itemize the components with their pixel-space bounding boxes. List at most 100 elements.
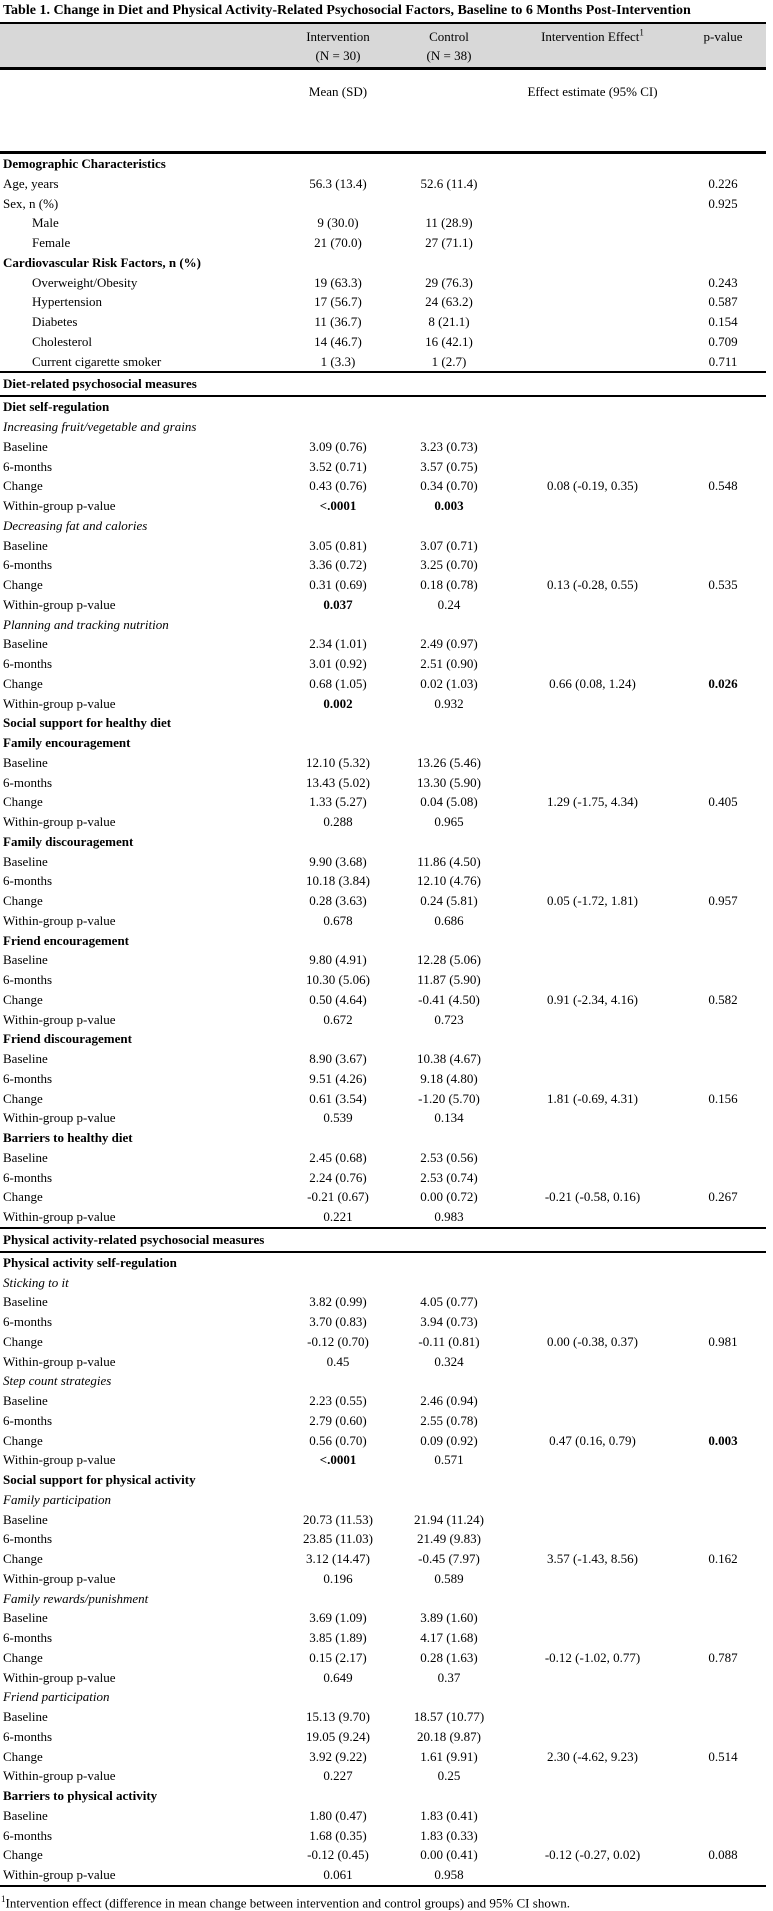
row-label: Social support for physical activity (3, 1472, 196, 1487)
control-value (393, 1273, 505, 1293)
pvalue-value (680, 595, 766, 615)
table-row: 6-months 2.79 (0.60) 2.55 (0.78) (0, 1411, 766, 1431)
effect-estimate-value (505, 1510, 680, 1530)
effect-estimate-value (505, 1529, 680, 1549)
pvalue-value (680, 1450, 766, 1470)
intervention-value: 3.12 (14.47) (306, 1551, 370, 1566)
table-row: Within-group p-value 0.221 0.983 (0, 1207, 766, 1228)
table-row: Baseline 3.82 (0.99) 4.05 (0.77) (0, 1292, 766, 1312)
row-label: Planning and tracking nutrition (3, 616, 169, 632)
intervention-value: 1.68 (0.35) (309, 1827, 367, 1843)
row-label: 6-months (3, 1314, 53, 1329)
table-row: Baseline 2.23 (0.55) 2.46 (0.94) (0, 1391, 766, 1411)
table-row: Diet self-regulation (0, 396, 766, 417)
control-value: 0.28 (1.63) (420, 1649, 478, 1665)
control-value (393, 153, 505, 174)
pvalue-value: 0.535 (708, 577, 738, 592)
table-row: Physical activity self-regulation (0, 1252, 766, 1273)
row-label: Family encouragement (3, 735, 131, 750)
table-row: Within-group p-value 0.002 0.932 (0, 694, 766, 714)
effect-estimate-value (505, 417, 680, 437)
effect-estimate-value (505, 654, 680, 674)
effect-estimate-value (505, 371, 680, 398)
pvalue-value (680, 1391, 766, 1411)
intervention-value (283, 713, 393, 733)
control-value: 11 (28.9) (425, 215, 473, 231)
row-label: Within-group p-value (3, 912, 116, 928)
effect-estimate-value (505, 1128, 680, 1148)
pvalue-value: 0.405 (708, 794, 738, 810)
intervention-value: 10.18 (3.84) (306, 873, 370, 889)
pvalue-value: 0.154 (708, 314, 738, 329)
row-label: Change (3, 675, 43, 691)
control-value: 0.00 (0.72) (420, 1189, 478, 1205)
table-row: Baseline 20.73 (11.53) 21.94 (11.24) (0, 1510, 766, 1530)
control-value: 21.94 (11.24) (414, 1511, 484, 1527)
table-row: Within-group p-value 0.45 0.324 (0, 1352, 766, 1372)
table-row: Male 9 (30.0) 11 (28.9) (0, 213, 766, 233)
table-row: Within-group p-value 0.678 0.686 (0, 911, 766, 931)
row-label: 6-months (3, 873, 53, 889)
table-row: Family participation (0, 1490, 766, 1510)
table-row: Baseline 3.69 (1.09) 3.89 (1.60) (0, 1608, 766, 1628)
pvalue-value (680, 496, 766, 516)
pvalue-value (680, 1029, 766, 1049)
table-row: 6-months 3.70 (0.83) 3.94 (0.73) (0, 1312, 766, 1332)
control-value: 29 (76.3) (425, 274, 473, 290)
control-value (393, 516, 505, 536)
table-row: Sex, n (%) 0.925 (0, 194, 766, 214)
intervention-group-n: (N = 30) (315, 48, 361, 63)
row-label: Physical activity self-regulation (3, 1254, 177, 1270)
row-label: Overweight/Obesity (32, 274, 138, 290)
control-value (393, 1470, 505, 1490)
footnote-text: Intervention effect (difference in mean … (5, 1895, 570, 1911)
table-row: Baseline 2.45 (0.68) 2.53 (0.56) (0, 1148, 766, 1168)
effect-estimate-value (505, 153, 680, 174)
pvalue-value (680, 911, 766, 931)
table-row: Family discouragement (0, 832, 766, 852)
row-label: Baseline (3, 853, 48, 869)
effect-estimate-value (505, 352, 680, 373)
control-value: 9.18 (4.80) (420, 1070, 478, 1086)
effect-estimate-value (505, 1049, 680, 1069)
intervention-value: 0.56 (0.70) (309, 1432, 367, 1448)
effect-estimate-value (505, 1628, 680, 1648)
pvalue-value (680, 1148, 766, 1168)
table-row: Demographic Characteristics (0, 153, 766, 174)
row-label: Change (3, 1432, 43, 1448)
intervention-value: 0.002 (323, 695, 353, 711)
subheader-effect-estimate: Effect estimate (95% CI) (505, 68, 680, 154)
intervention-value: 0.196 (323, 1570, 353, 1586)
pvalue-value (680, 1207, 766, 1228)
table-row: 6-months 23.85 (11.03) 21.49 (9.83) (0, 1529, 766, 1549)
pvalue-value (680, 1806, 766, 1826)
effect-estimate-value (505, 1707, 680, 1727)
effect-estimate-value (505, 1273, 680, 1293)
intervention-value: 0.43 (0.76) (309, 478, 367, 494)
intervention-value: 0.649 (323, 1669, 353, 1685)
row-label: Within-group p-value (3, 1768, 116, 1784)
table-row: Friend discouragement (0, 1029, 766, 1049)
intervention-value (283, 1226, 393, 1253)
intervention-value: 0.227 (323, 1768, 353, 1784)
table-row: Increasing fruit/vegetable and grains (0, 417, 766, 437)
intervention-value: 1.33 (5.27) (309, 794, 367, 810)
control-value: 52.6 (11.4) (420, 175, 478, 191)
table-row: Within-group p-value 0.649 0.37 (0, 1668, 766, 1688)
intervention-value: 0.61 (3.54) (309, 1090, 367, 1106)
row-label: 6-months (3, 1070, 53, 1086)
row-label: Baseline (3, 754, 48, 770)
effect-estimate-value (505, 852, 680, 872)
effect-estimate-value (505, 773, 680, 793)
row-label: Within-group p-value (3, 1353, 116, 1369)
table-row: Within-group p-value 0.196 0.589 (0, 1569, 766, 1589)
subheader-blank (0, 68, 283, 154)
effect-estimate-value (505, 437, 680, 457)
row-label: Sticking to it (3, 1274, 69, 1290)
pvalue-value (680, 396, 766, 417)
pvalue-value (680, 1292, 766, 1312)
row-label: Within-group p-value (3, 498, 116, 513)
table-row: Change -0.12 (0.70) -0.11 (0.81) 0.00 (-0.3… (0, 1332, 766, 1352)
pvalue-value (680, 233, 766, 253)
intervention-value (283, 1687, 393, 1707)
